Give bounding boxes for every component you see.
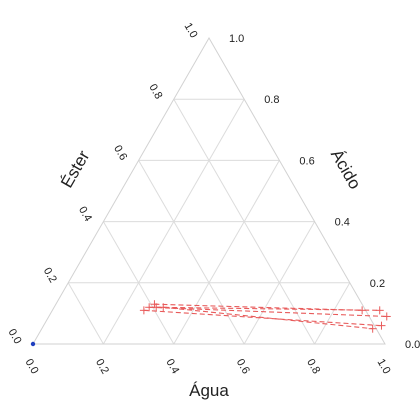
aqueous-point — [358, 306, 367, 315]
aqueous-point — [368, 324, 377, 333]
aqueous-point — [375, 306, 384, 315]
grid-line-ester — [173, 98, 316, 345]
tick-label-ester: 0.6 — [111, 143, 129, 162]
tick-label-agua: 0.6 — [234, 357, 252, 376]
organic-point — [159, 303, 168, 312]
organic-point — [145, 303, 154, 312]
tie-lines — [30, 300, 391, 347]
tick-label-agua: 0.2 — [93, 357, 111, 376]
tick-label-ester: 1.0 — [182, 21, 200, 40]
tick-label-acido: 0.2 — [370, 278, 385, 290]
axis-label-ester: Éster — [57, 147, 93, 191]
grid-line-ester — [102, 221, 175, 345]
aqueous-point — [377, 321, 386, 330]
tick-label-acido: 0.6 — [299, 155, 314, 167]
tick-label-agua: 0.4 — [163, 357, 181, 376]
grid-line-ester — [138, 160, 245, 345]
tie-line — [154, 303, 363, 311]
triangle-frame — [32, 36, 386, 345]
grid — [67, 98, 351, 345]
corner-data-point — [30, 341, 36, 347]
tick-labels: 0.0 0.2 0.4 0.6 0.8 1.0 0.0 0.2 0.4 0.6 0.8 1.0 0.0 0… — [6, 21, 420, 376]
organic-point — [150, 300, 159, 309]
grid-line-ester — [67, 282, 104, 345]
tick-label-agua: 0.8 — [304, 357, 322, 376]
axis-label-agua: Água — [189, 381, 229, 400]
tie-line — [163, 306, 373, 330]
tick-label-agua: 1.0 — [375, 357, 393, 376]
tick-label-acido: 0.8 — [264, 94, 279, 106]
tick-label-acido: 0.0 — [405, 339, 420, 351]
tick-label-agua: 0.0 — [23, 357, 41, 376]
tick-label-ester: 0.4 — [76, 204, 94, 223]
organic-point — [139, 306, 148, 315]
aqueous-point — [382, 312, 391, 321]
tick-label-ester: 0.8 — [146, 82, 164, 101]
tick-label-acido: 0.4 — [335, 217, 350, 229]
tick-label-ester: 0.0 — [6, 327, 24, 346]
triangle-outline — [32, 36, 386, 345]
grid-line-agua — [173, 160, 280, 345]
tick-label-acido: 1.0 — [229, 33, 244, 45]
tick-label-ester: 0.2 — [41, 266, 59, 285]
grid-line-agua — [314, 282, 351, 345]
tie-line — [149, 306, 387, 318]
axis-label-acido: Ácido — [327, 146, 365, 192]
